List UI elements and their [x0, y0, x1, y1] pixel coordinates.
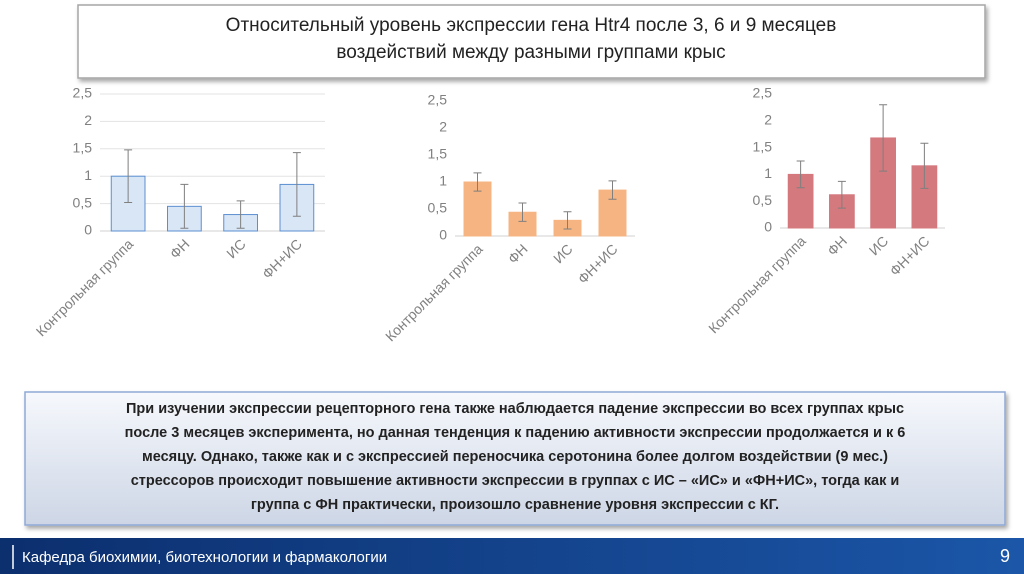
x-tick-label: ИС — [223, 236, 249, 262]
y-tick-label: 1,5 — [753, 138, 773, 154]
summary-line: месяцу. Однако, также как и с экспрессие… — [142, 449, 888, 465]
y-tick-label: 0,5 — [753, 192, 773, 208]
y-tick-label: 2 — [764, 112, 772, 128]
title-box — [77, 4, 986, 79]
error-bar — [124, 149, 133, 204]
x-tick-label: Контрольная группа — [382, 241, 486, 345]
summary-line: При изучении экспрессии рецепторного ген… — [126, 401, 904, 417]
y-tick-label: 0 — [439, 227, 447, 243]
y-tick-label: 0,5 — [73, 194, 93, 210]
error-bar — [292, 152, 301, 217]
y-tick-label: 2,5 — [753, 85, 773, 101]
x-tick-label: ФН+ИС — [259, 236, 305, 282]
x-tick-label: ИС — [550, 241, 576, 267]
error-bar — [796, 160, 805, 189]
x-tick-label: ФН+ИС — [886, 233, 932, 279]
x-tick-label: ФН — [824, 233, 850, 259]
error-bar — [563, 211, 572, 230]
x-tick-label: ФН+ИС — [575, 241, 621, 287]
error-bar — [608, 180, 617, 200]
error-bar — [180, 183, 189, 229]
error-bar — [236, 200, 245, 229]
footer-text: Кафедра биохимии, биотехнологии и фармак… — [22, 549, 387, 566]
y-tick-label: 0 — [84, 222, 92, 238]
error-bar — [518, 202, 527, 222]
y-tick-label: 2,5 — [73, 85, 93, 101]
summary-line: группа с ФН практически, произошло сравн… — [251, 497, 779, 513]
error-bar — [879, 104, 888, 172]
summary-line: стрессоров происходит повышение активнос… — [131, 473, 900, 489]
y-tick-label: 0 — [764, 219, 772, 235]
x-tick-label: ФН — [505, 241, 531, 267]
x-tick-label: Контрольная группа — [33, 236, 137, 340]
x-tick-label: ФН — [166, 236, 192, 262]
page-number: 9 — [1000, 546, 1010, 566]
y-tick-label: 1 — [439, 173, 447, 189]
slide-title: воздействий между разными группами крыс — [336, 42, 725, 63]
summary-line: после 3 месяцев эксперимента, но данная … — [125, 425, 906, 441]
y-tick-label: 1,5 — [73, 140, 93, 156]
slide-title: Относительный уровень экспрессии гена Ht… — [226, 15, 837, 36]
x-tick-label: ИС — [866, 233, 892, 259]
x-tick-label: Контрольная группа — [705, 233, 809, 337]
error-bar — [837, 180, 846, 209]
y-tick-label: 0,5 — [428, 200, 448, 216]
footer-bar — [0, 538, 1024, 574]
summary-box — [24, 391, 1006, 526]
error-bar — [920, 142, 929, 189]
y-tick-label: 1 — [84, 167, 92, 183]
y-tick-label: 2,5 — [428, 92, 448, 108]
error-bar — [473, 172, 482, 192]
y-tick-label: 1 — [764, 165, 772, 181]
y-tick-label: 2 — [439, 119, 447, 135]
y-tick-label: 2 — [84, 112, 92, 128]
y-tick-label: 1,5 — [428, 146, 448, 162]
